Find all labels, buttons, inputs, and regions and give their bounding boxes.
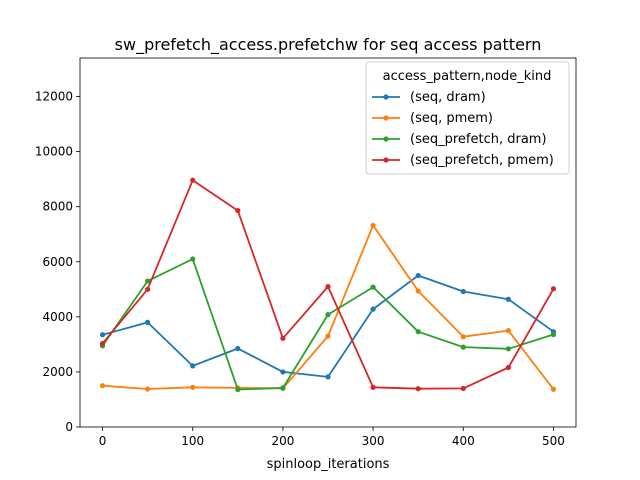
data-point <box>460 288 466 295</box>
legend-label: (seq_prefetch, dram) <box>410 132 547 147</box>
plot-area: 0 100 200 300 400 500 0 2000 4000 6000 8000 10000 12… <box>35 57 577 448</box>
data-point <box>235 207 241 214</box>
y-tick-label: 10000 <box>35 145 73 159</box>
data-point <box>370 284 376 290</box>
x-tick-label: 100 <box>181 434 204 448</box>
data-point <box>145 286 151 292</box>
data-point <box>280 335 286 341</box>
x-axis-label: spinloop_iterations <box>267 457 390 472</box>
data-point <box>415 329 421 335</box>
data-point <box>325 333 331 339</box>
x-tick-label: 500 <box>542 434 565 448</box>
legend-title: access_pattern,node_kind <box>383 69 552 84</box>
axes-frame <box>79 57 577 428</box>
data-point <box>235 386 241 393</box>
data-point <box>370 222 376 229</box>
data-point <box>415 288 421 294</box>
legend-label: (seq, dram) <box>410 90 486 105</box>
x-tick-label: 400 <box>452 434 475 448</box>
x-tick-label: 200 <box>271 434 294 448</box>
data-point <box>190 177 196 183</box>
data-point <box>505 364 511 371</box>
data-point <box>190 384 196 390</box>
data-point <box>280 385 286 391</box>
data-point <box>370 384 376 390</box>
data-point <box>460 385 466 392</box>
data-point <box>415 272 421 279</box>
data-point <box>415 386 421 392</box>
data-point <box>550 386 557 392</box>
data-point <box>99 332 106 338</box>
legend-marker <box>383 115 389 121</box>
data-point <box>145 319 151 325</box>
data-point <box>145 278 151 284</box>
data-point <box>550 286 557 292</box>
y-tick-label: 0 <box>65 420 73 434</box>
legend-marker <box>383 157 389 163</box>
data-point <box>460 334 466 340</box>
data-point <box>370 306 376 312</box>
legend-label: (seq, pmem) <box>410 111 493 126</box>
data-point <box>145 386 151 392</box>
data-point <box>325 374 331 380</box>
y-tick-label: 2000 <box>42 365 73 379</box>
data-point <box>505 296 511 302</box>
data-point <box>190 363 196 369</box>
legend-box <box>365 61 570 175</box>
y-tick-label: 8000 <box>42 200 73 214</box>
y-tick-label: 6000 <box>42 255 73 269</box>
data-point <box>505 346 511 352</box>
legend: access_pattern,node_kind (seq, dram) (seq… <box>365 61 570 175</box>
x-tick-label: 300 <box>362 434 385 448</box>
data-point <box>325 312 331 318</box>
y-tick-label: 12000 <box>35 90 73 104</box>
data-point <box>99 340 106 347</box>
data-point <box>99 383 106 389</box>
data-point <box>325 283 331 290</box>
y-tick-label: 4000 <box>42 310 73 324</box>
data-point <box>280 369 286 375</box>
legend-label: (seq_prefetch, pmem) <box>410 153 554 168</box>
data-point <box>505 328 511 334</box>
x-tick-label: 0 <box>99 434 107 448</box>
data-point <box>235 345 241 352</box>
legend-marker <box>383 136 389 142</box>
legend-marker <box>383 94 389 100</box>
chart-title: sw_prefetch_access.prefetchw for seq acc… <box>115 35 542 55</box>
data-point <box>190 256 196 262</box>
data-point <box>550 331 557 338</box>
data-point <box>460 344 466 350</box>
